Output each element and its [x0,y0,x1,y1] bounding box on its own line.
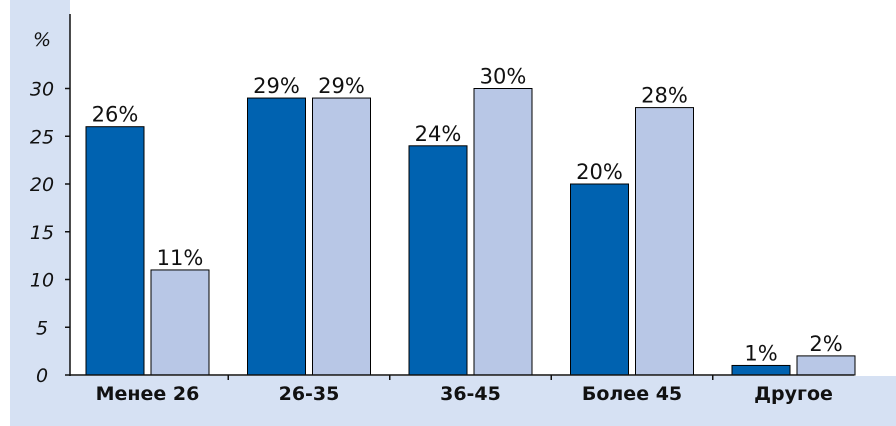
bar-light-1 [312,97,371,376]
category-label: Другое [754,383,833,405]
data-label: 11% [157,246,204,270]
y-tick-label: 0 [36,365,48,387]
category-labels: Менее 26 26-35 36-45 Более 45 Другое [96,375,833,405]
bars [85,88,856,376]
category-label: 36-45 [440,383,501,405]
data-label: 29% [253,74,300,98]
y-tick-label: 15 [30,222,54,244]
data-label: 26% [92,103,139,127]
y-tick-label: 25 [30,126,54,148]
data-labels: 26% 11% 29% 29% 24% 30% 20% 28% 1% 2% [92,65,843,366]
bar-light-3 [635,107,694,376]
y-axis-ticks: 0 5 10 15 20 25 30 [30,79,70,387]
data-label: 20% [576,160,623,184]
category-label: Менее 26 [96,383,200,405]
bar-light-2 [473,88,533,376]
data-label: 24% [415,122,462,146]
bar-dark-3 [570,183,629,376]
bar-dark-1 [247,97,306,376]
bar-dark-2 [408,145,468,376]
bar-light-4 [796,355,856,376]
y-axis-unit-label: % [33,29,51,51]
data-label: 29% [318,74,365,98]
category-label: 26-35 [279,383,340,405]
category-label: Более 45 [582,383,682,405]
bar-light-0 [150,269,210,376]
data-label: 2% [809,332,842,356]
y-tick-label: 20 [30,174,54,196]
data-label: 1% [744,341,777,365]
y-tick-label: 30 [30,79,54,101]
data-label: 28% [641,84,688,108]
bar-dark-4 [731,364,791,376]
y-tick-label: 10 [30,270,54,292]
y-tick-label: 5 [36,317,48,339]
bar-dark-0 [85,126,145,376]
data-label: 30% [480,65,527,89]
